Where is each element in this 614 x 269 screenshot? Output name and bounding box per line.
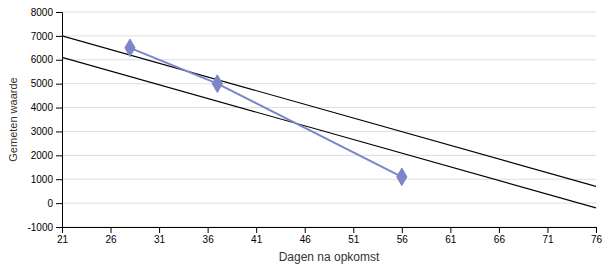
tick-label: 41 (251, 234, 263, 245)
tick: 3000 (31, 126, 62, 137)
tick-mark (402, 227, 403, 233)
grid-line (62, 35, 596, 36)
tick: 66 (494, 227, 506, 245)
tick: -1000 (27, 222, 62, 233)
tick-mark (56, 12, 62, 13)
tick: 2000 (31, 150, 62, 161)
tick-mark (305, 227, 306, 233)
tick-mark (208, 227, 209, 233)
tick: 4000 (31, 102, 62, 113)
tick-label: 5000 (31, 78, 54, 89)
tick: 6000 (31, 54, 62, 65)
tick-mark (56, 227, 62, 228)
axis-line (63, 228, 597, 234)
grid-line (62, 131, 596, 132)
tick: 76 (591, 227, 603, 245)
tick-mark (56, 84, 62, 85)
tick-mark (353, 227, 354, 233)
tick-label: 2000 (31, 150, 54, 161)
tick-label: -1000 (27, 222, 53, 233)
tick-mark (499, 227, 500, 233)
tick: 21 (57, 227, 69, 245)
y-axis-title: Gemeten waarde (7, 77, 19, 161)
tick-label: 46 (300, 234, 312, 245)
tick-label: 8000 (31, 7, 54, 18)
data-point (125, 39, 135, 57)
tick: 0 (47, 198, 62, 209)
plot-area: 21 26 31 36 41 46 51 56 61 66 71 76 -1000 0 1000 2000 30… (27, 7, 602, 245)
tick: 61 (445, 227, 457, 245)
tick: 46 (300, 227, 312, 245)
tick-label: 7000 (31, 31, 54, 42)
tick-label: 1000 (31, 174, 54, 185)
tick-mark (256, 227, 257, 233)
grid-line (62, 59, 596, 60)
grid-line (62, 12, 596, 13)
tick: 1000 (31, 174, 62, 185)
tick: 8000 (31, 7, 62, 18)
tick-label: 56 (397, 234, 409, 245)
tick-mark (111, 227, 112, 233)
tick-label: 26 (105, 234, 117, 245)
grid-line (62, 83, 596, 84)
tick-mark (56, 36, 62, 37)
grid-line (62, 179, 596, 180)
grid-line (62, 203, 596, 204)
grid-line (62, 107, 596, 108)
data-point (397, 168, 407, 186)
tick-mark (56, 60, 62, 61)
y-axis: -1000 0 1000 2000 3000 4000 5000 6000 7000 8000 (27, 7, 62, 233)
tick: 56 (397, 227, 409, 245)
tick: 41 (251, 227, 263, 245)
x-axis: 21 26 31 36 41 46 51 56 61 66 71 76 (57, 227, 603, 245)
tick-mark (547, 227, 548, 233)
tick-label: 0 (47, 198, 53, 209)
x-axis-title: Dagen na opkomst (279, 250, 380, 264)
tick-label: 4000 (31, 102, 54, 113)
trend-line (62, 36, 596, 187)
tick: 5000 (31, 78, 62, 89)
data-line (130, 48, 402, 177)
trend-line (62, 57, 596, 208)
tick-mark (56, 131, 62, 132)
grid (62, 12, 596, 227)
tick-label: 3000 (31, 126, 54, 137)
tick-label: 21 (57, 234, 69, 245)
tick-label: 6000 (31, 54, 54, 65)
tick-mark (159, 227, 160, 233)
axis-line (56, 13, 63, 228)
tick: 36 (203, 227, 215, 245)
tick-mark (56, 108, 62, 109)
tick-label: 31 (154, 234, 166, 245)
tick-label: 36 (203, 234, 215, 245)
tick: 51 (348, 227, 360, 245)
tick-label: 51 (348, 234, 360, 245)
data-point (212, 75, 222, 93)
tick-label: 61 (445, 234, 457, 245)
tick-label: 76 (591, 234, 603, 245)
tick: 7000 (31, 31, 62, 42)
tick: 26 (105, 227, 117, 245)
marks (62, 36, 596, 208)
tick-mark (450, 227, 451, 233)
tick-mark (56, 155, 62, 156)
tick-mark (56, 203, 62, 204)
chart: 21 26 31 36 41 46 51 56 61 66 71 76 -1000 0 1000 2000 30… (0, 0, 614, 269)
tick: 31 (154, 227, 166, 245)
grid-line (62, 155, 596, 156)
tick-mark (596, 227, 597, 233)
tick-label: 71 (542, 234, 554, 245)
tick-label: 66 (494, 234, 506, 245)
tick: 71 (542, 227, 554, 245)
tick-mark (56, 179, 62, 180)
